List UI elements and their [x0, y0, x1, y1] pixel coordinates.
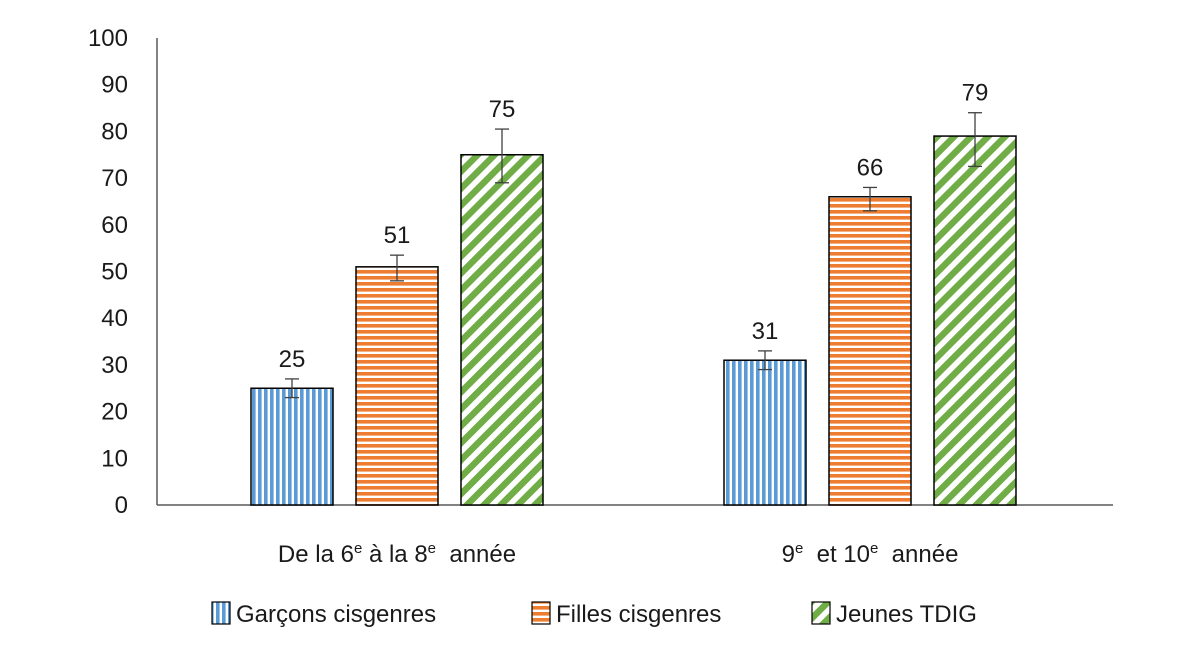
bars: [250, 112, 1017, 506]
bar: [460, 154, 544, 506]
y-tick-label: 80: [101, 118, 128, 145]
bar: [250, 387, 334, 506]
y-tick-label: 60: [101, 212, 128, 239]
y-tick-label: 100: [88, 25, 128, 52]
data-label: 66: [857, 154, 884, 181]
y-tick-label: 30: [101, 352, 128, 379]
bar: [828, 196, 912, 506]
y-tick-label: 50: [101, 259, 128, 286]
y-tick-label: 40: [101, 305, 128, 332]
data-label: 31: [752, 318, 779, 345]
y-tick-label: 0: [115, 492, 128, 519]
y-tick-label: 20: [101, 399, 128, 426]
bar: [355, 266, 439, 506]
axes: 0 10 20 30 40 50 60 70 80 90 100 De la 6e à la 8e a…: [88, 25, 1113, 568]
category-label: De la 6e à la 8e année: [278, 540, 516, 568]
legend-label: Jeunes TDIG: [836, 601, 977, 628]
legend-swatch: [811, 601, 831, 625]
legend-swatch: [531, 601, 551, 625]
legend-swatch: [211, 601, 231, 625]
bar: [933, 135, 1017, 506]
data-label: 75: [489, 96, 516, 123]
y-tick-label: 90: [101, 72, 128, 99]
bar: [723, 359, 807, 506]
y-tick-label: 10: [101, 445, 128, 472]
data-label: 25: [279, 346, 306, 373]
legend-label: Filles cisgenres: [556, 601, 721, 628]
legend-label: Garçons cisgenres: [236, 601, 436, 628]
data-label: 79: [962, 80, 989, 107]
y-tick-label: 70: [101, 165, 128, 192]
category-label: 9e et 10e année: [782, 540, 959, 568]
data-label: 51: [384, 222, 411, 249]
data-labels: 25 31 51 66 75 79: [279, 80, 989, 373]
legend: Garçons cisgenres Filles cisgenres Jeunes …: [211, 601, 977, 628]
